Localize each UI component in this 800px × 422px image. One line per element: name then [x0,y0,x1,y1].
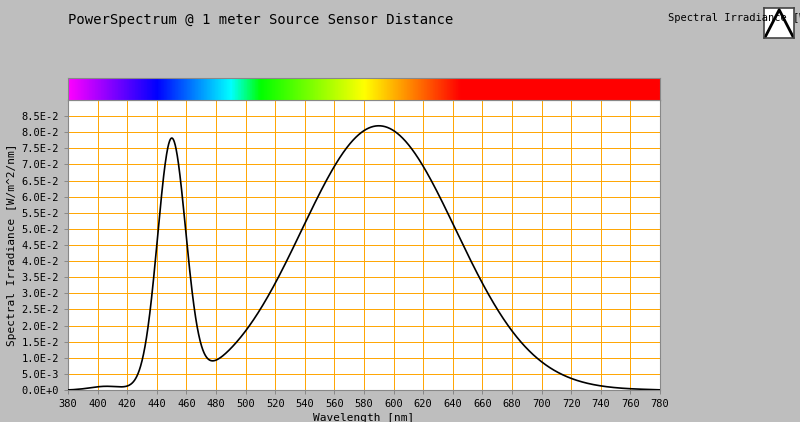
X-axis label: Wavelength [nm]: Wavelength [nm] [314,413,414,422]
Text: Spectral Irradiance [W/m^2/nm]: Spectral Irradiance [W/m^2/nm] [668,13,800,23]
Text: PowerSpectrum @ 1 meter Source Sensor Distance: PowerSpectrum @ 1 meter Source Sensor Di… [68,13,454,27]
Y-axis label: Spectral Irradiance [W/m^2/nm]: Spectral Irradiance [W/m^2/nm] [7,144,18,346]
